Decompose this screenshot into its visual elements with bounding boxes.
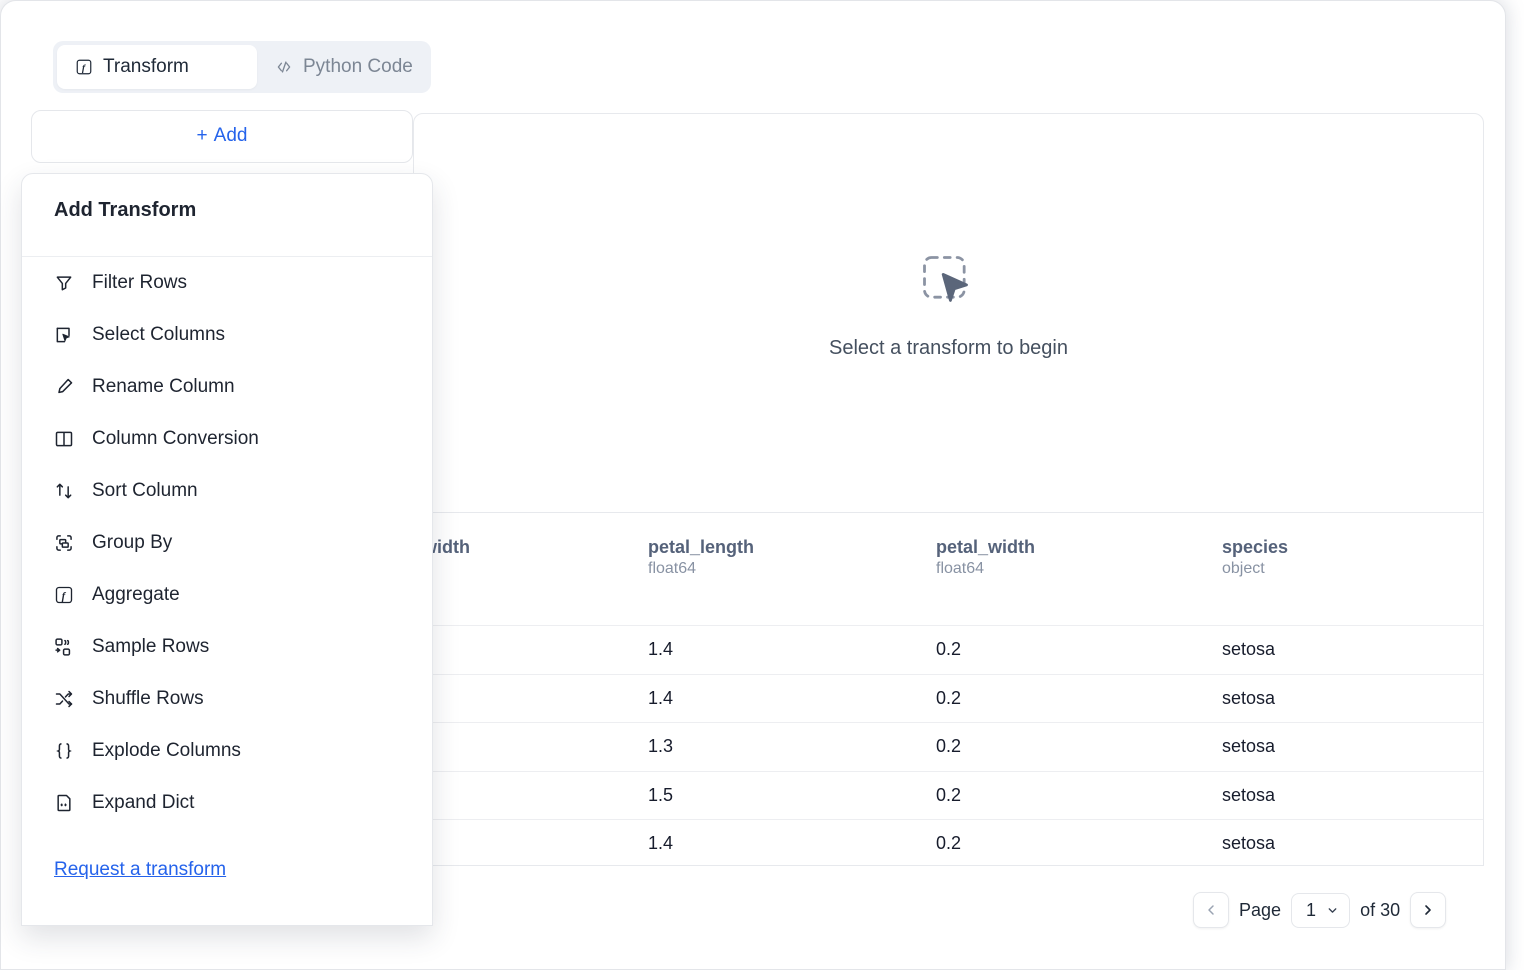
svg-text:f: f [62,590,67,602]
svg-text:f: f [82,63,87,74]
